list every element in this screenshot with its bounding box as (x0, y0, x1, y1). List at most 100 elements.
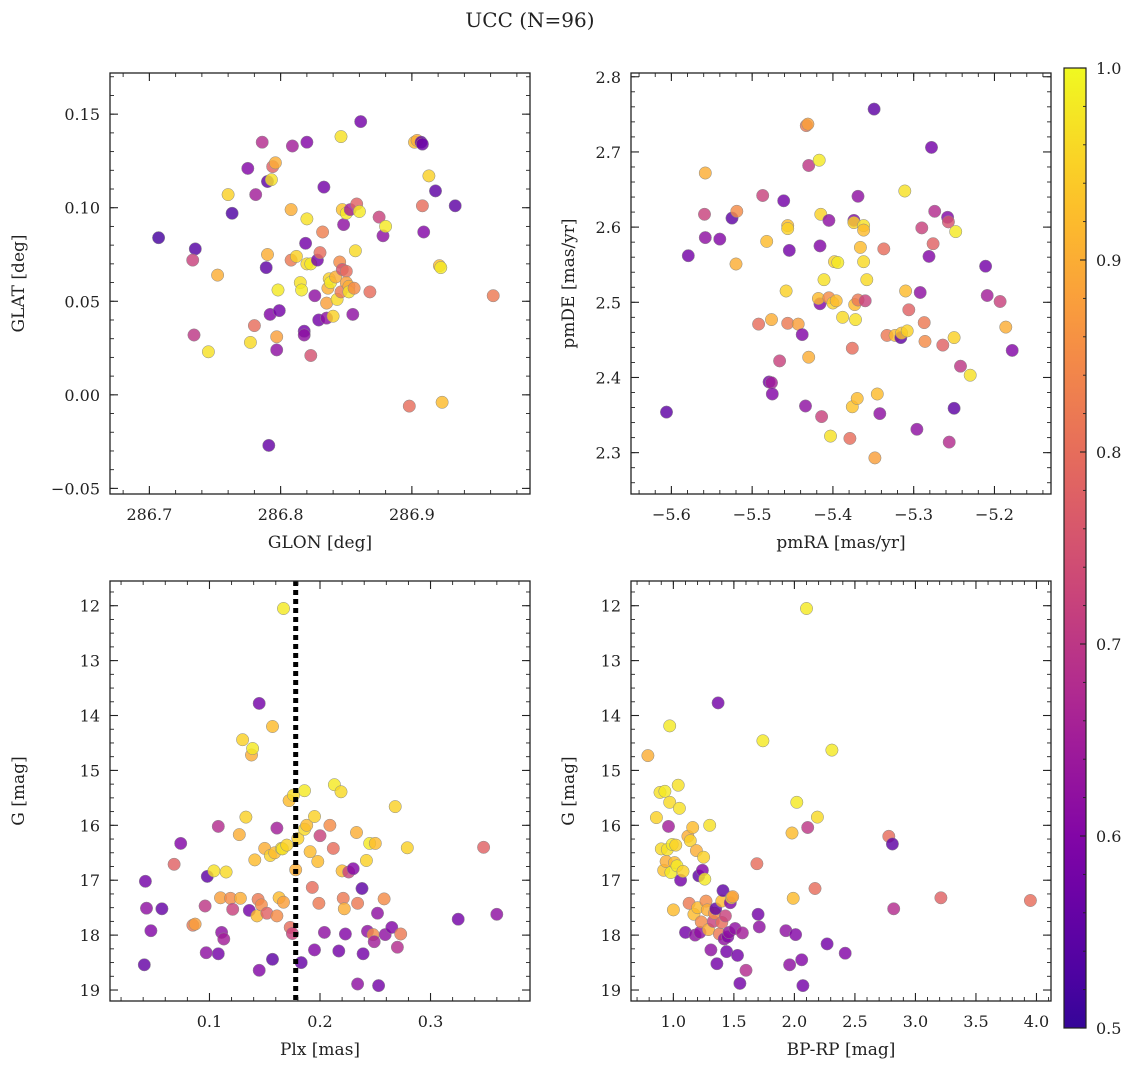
data-point (174, 836, 188, 850)
data-point (954, 359, 967, 373)
data-point (704, 943, 718, 957)
x-tick-label: 2.5 (842, 1012, 867, 1031)
data-point (801, 821, 815, 834)
data-point (140, 901, 153, 915)
data-point (671, 778, 685, 792)
data-point (785, 826, 799, 840)
data-point (800, 602, 813, 615)
data-point (820, 937, 834, 951)
data-point (434, 261, 448, 275)
data-point (910, 422, 924, 436)
data-point (756, 734, 770, 748)
data-point (765, 376, 778, 390)
data-point (729, 257, 743, 271)
data-point (963, 368, 977, 382)
data-point (885, 837, 899, 851)
data-point (435, 395, 449, 409)
data-point (796, 979, 810, 993)
data-point (942, 435, 956, 449)
data-point (415, 137, 429, 151)
data-point (323, 818, 337, 832)
data-point (676, 864, 690, 878)
data-point (262, 438, 276, 452)
suptitle: UCC (N=96) (465, 8, 594, 32)
y-tick-label: 15 (80, 761, 100, 780)
data-point (261, 248, 274, 261)
data-point (720, 945, 734, 959)
data-point (232, 828, 246, 842)
data-point (857, 223, 871, 237)
y-tick-label: 17 (601, 871, 621, 890)
axes-frame (630, 580, 1052, 1002)
x-axis-label: GLON [deg] (268, 533, 372, 553)
colorbar-tick-label: 0.9 (1096, 251, 1121, 270)
data-point (308, 810, 321, 823)
x-tick-label: 0.3 (418, 1012, 443, 1031)
data-point (947, 331, 961, 345)
y-tick-label: 2.3 (596, 444, 621, 463)
data-point (789, 928, 803, 942)
colorbar-tick-label: 0.8 (1096, 443, 1121, 462)
data-point (239, 810, 253, 824)
data-point (226, 902, 240, 916)
data-point (451, 912, 465, 926)
data-point (219, 865, 233, 879)
y-tick-label: 12 (80, 597, 100, 616)
y-tick-label: 2.7 (596, 143, 621, 162)
data-point (936, 338, 950, 352)
data-point (666, 903, 680, 917)
data-point (277, 895, 290, 909)
data-point (266, 952, 279, 966)
data-point (831, 256, 845, 269)
data-point (429, 184, 442, 198)
data-point (415, 199, 429, 213)
y-tick-label: 2.5 (596, 293, 621, 312)
y-tick-label: 19 (80, 981, 100, 1000)
data-point (417, 225, 431, 239)
x-tick-label: 0.1 (197, 1012, 222, 1031)
data-point (790, 795, 804, 809)
data-point (266, 720, 279, 733)
axes-frame (109, 580, 531, 1002)
data-point (367, 935, 381, 949)
data-point (782, 243, 796, 257)
data-point (658, 784, 672, 798)
data-point (317, 180, 331, 194)
y-tick-label: −0.05 (51, 479, 100, 498)
panel-plx-g: 0.1 0.2 0.3 12 13 14 15 16 17 18 19 Plx [mas] G [mag… (9, 580, 531, 1060)
data-point (663, 719, 677, 733)
data-point (334, 130, 348, 144)
data-point (915, 221, 929, 235)
data-point (777, 194, 791, 208)
data-point (870, 387, 884, 401)
data-point (993, 295, 1007, 308)
colorbar: 0.5 0.6 0.7 0.8 0.9 1.0 (1063, 59, 1121, 1038)
data-point (186, 253, 200, 267)
data-point (304, 349, 318, 362)
data-point (402, 399, 416, 413)
panel-glon-glat: 286.7 286.8 286.9 −0.05 0.00 0.05 0.10 0.15 GLON… (9, 72, 531, 553)
axes-frame (109, 72, 531, 495)
data-point (211, 268, 225, 282)
points-glon-glat (152, 115, 500, 452)
x-tick-label: −5.3 (894, 505, 933, 524)
data-point (716, 884, 730, 898)
data-point (270, 909, 284, 923)
points-pmra-pmde (660, 102, 1019, 465)
data-point (371, 906, 384, 920)
data-point (326, 309, 340, 323)
data-point (400, 841, 414, 855)
y-axis-label: G [mag] (9, 756, 29, 825)
data-point (786, 891, 800, 905)
data-point (979, 259, 993, 273)
data-point (752, 317, 766, 331)
data-point (902, 303, 916, 317)
data-point (486, 289, 500, 303)
data-point (308, 289, 322, 303)
y-tick-label: 0.00 (64, 386, 100, 405)
data-point (801, 117, 815, 131)
colorbar-tick-label: 0.7 (1096, 635, 1121, 654)
data-point (829, 294, 843, 308)
data-point (144, 924, 158, 938)
data-point (137, 958, 151, 972)
